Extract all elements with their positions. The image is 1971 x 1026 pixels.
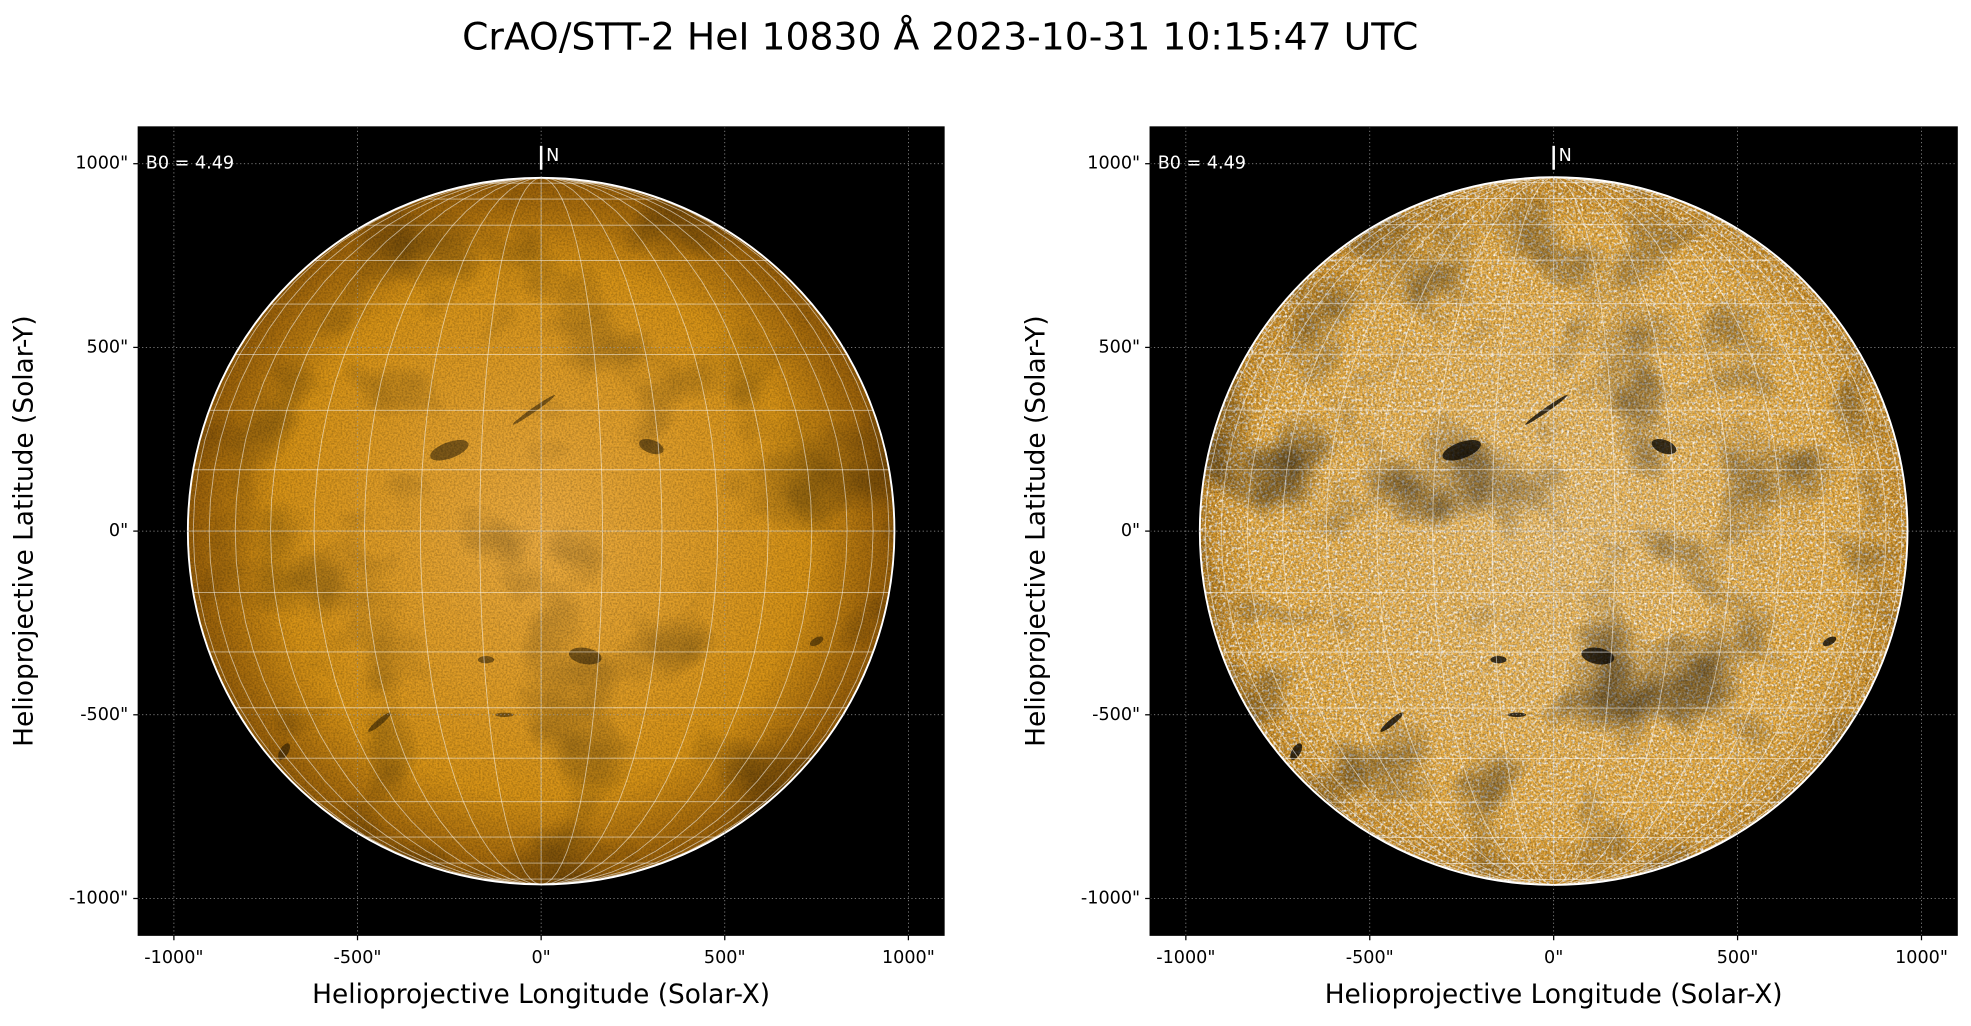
filament [1490,656,1507,664]
longitude-line [1246,177,1554,885]
panel: -1000" -500" 0" 500" 1000" -1000" -500" 0" 500" 1… [1022,126,1958,1010]
longitude-line [208,177,542,885]
longitude-line [541,177,719,885]
y-axis-label: Helioprojective Latitude (Solar-Y) [10,315,40,746]
longitude-line [1553,177,1826,885]
filament [368,712,391,732]
longitude-line [1204,177,1554,885]
longitude-line [541,177,874,885]
x-tick-label: -500" [1346,948,1394,968]
y-tick-label: 500" [87,337,129,357]
x-tick-label: 0" [1544,948,1563,968]
y-tick-label: -500" [1092,705,1140,725]
filament [1290,743,1303,760]
annotation: B0 = 4.49 [1158,153,1246,173]
y-tick-label: 500" [1098,337,1140,357]
longitude-line [541,177,663,885]
x-tick-label: -1000" [144,948,203,968]
longitude-line [234,177,542,885]
longitude-line [1432,177,1554,885]
longitude-line [541,177,813,885]
filament [477,656,495,664]
longitude-line [313,177,542,885]
longitude-line [364,177,542,885]
panel: -1000" -500" 0" 500" 1000" -1000" -500" 0" 500" 1… [10,126,945,1010]
x-tick-label: 1000" [1895,948,1948,968]
longitude-line [1220,177,1554,885]
x-tick-label: -500" [334,948,382,968]
y-tick-label: 0" [109,521,128,541]
x-tick-label: 0" [532,948,551,968]
filament [1651,438,1677,455]
y-tick-label: 1000" [1087,154,1140,174]
x-tick-label: 500" [704,948,746,968]
longitude-line [1553,177,1903,885]
annotation: B0 = 4.49 [146,153,234,173]
north-label: N [1559,146,1572,166]
filament [278,743,291,760]
longitude-line [192,177,542,885]
filament [430,440,469,461]
longitude-line [1325,177,1554,885]
longitude-line [1491,177,1554,885]
y-tick-label: 1000" [75,154,128,174]
y-tick-label: -1000" [69,888,128,908]
y-tick-label: 0" [1121,521,1140,541]
x-tick-label: -1000" [1156,948,1215,968]
figure-title: CrAO/STT-2 HeI 10830 Å 2023-10-31 10:15:… [462,14,1418,58]
filament [1442,439,1481,461]
x-tick-label: 500" [1717,948,1759,968]
filament [1380,712,1404,732]
y-axis-label: Helioprojective Latitude (Solar-Y) [1022,315,1052,746]
longitude-line [419,177,542,885]
longitude-line [1553,177,1732,885]
north-label: N [546,146,559,166]
filament [809,636,824,647]
filament [1822,636,1837,647]
longitude-line [541,177,848,885]
x-tick-label: 1000" [882,948,935,968]
y-tick-label: -500" [80,705,128,725]
plot-frame [137,126,945,936]
x-axis-label: Helioprojective Longitude (Solar-X) [312,980,770,1010]
longitude-line [479,177,542,885]
x-axis-label: Helioprojective Longitude (Solar-X) [1325,980,1783,1010]
plot-frame [1149,126,1958,936]
filament [639,438,664,455]
y-tick-label: -1000" [1081,888,1140,908]
